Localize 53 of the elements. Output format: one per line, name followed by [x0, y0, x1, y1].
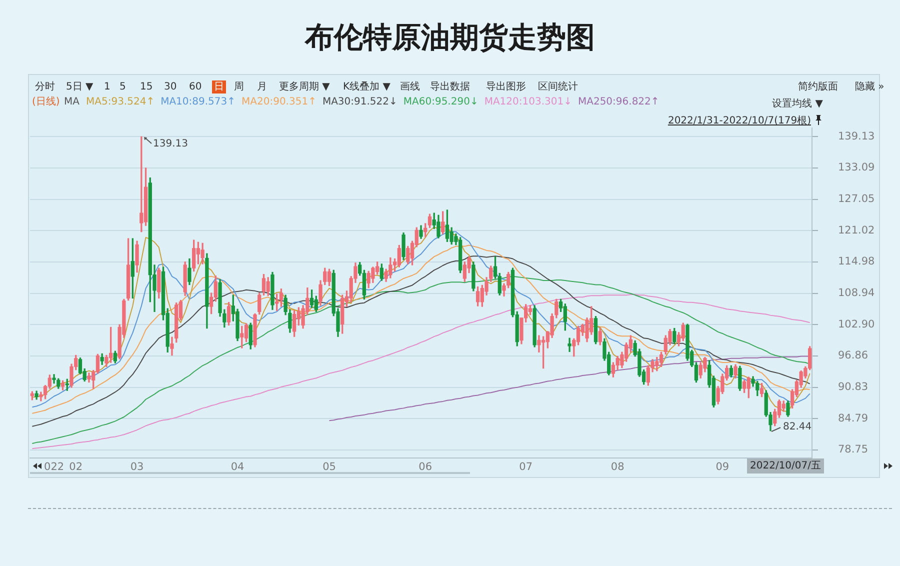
text: 隐藏 »	[855, 80, 884, 94]
text: 分时	[35, 80, 55, 94]
text: 2022/1/31-2022/10/7(179根)	[668, 114, 811, 128]
chart-title: 布伦特原油期货走势图	[304, 19, 596, 56]
x-tick-label: 05	[322, 461, 336, 474]
text: 导出图形	[486, 80, 526, 94]
x-tick-label: 022	[44, 461, 64, 474]
y-tick-label: 102.90	[838, 318, 875, 330]
text: 周	[234, 80, 244, 94]
y-tick-label: 90.83	[838, 381, 868, 394]
annotation: 82.44	[783, 420, 812, 434]
x-tick-label: 03	[130, 461, 144, 474]
y-tick-label: 84.79	[838, 412, 868, 424]
text: 15	[140, 80, 153, 94]
text: 区间统计	[538, 80, 578, 94]
x-tick-label: 06	[418, 461, 432, 474]
text: 日	[212, 80, 226, 94]
text: 简约版面	[798, 80, 838, 94]
text: 导出数据	[430, 80, 470, 94]
text: 60	[189, 80, 202, 94]
text: 30	[164, 80, 177, 94]
candlestick	[568, 338, 572, 352]
text: (日线)	[32, 95, 60, 108]
text: MA250:96.822↑	[578, 95, 660, 108]
y-tick-label: 108.94	[838, 287, 876, 300]
text: MA120:103.301↓	[484, 95, 572, 108]
x-tick-label: 07	[519, 461, 533, 474]
text: 设置均线 ▼	[772, 98, 823, 110]
text: MA30:91.522↓	[322, 95, 398, 108]
text: MA	[64, 95, 80, 108]
annotation: 139.13	[153, 138, 188, 150]
y-tick-label: 127.05	[838, 193, 875, 206]
text: MA5:93.524↑	[86, 95, 155, 108]
x-tick-label: 09	[716, 461, 730, 474]
text: 2022/10/07/五	[747, 458, 824, 474]
y-tick-label: 96.86	[838, 350, 868, 362]
x-tick-label: 02	[69, 461, 83, 474]
x-tick-label: 04	[230, 461, 245, 474]
text: MA20:90.351↑	[242, 95, 316, 108]
text: 1 5	[104, 80, 126, 94]
text: 画线	[400, 80, 420, 94]
text: MA10:89.573↑	[160, 95, 236, 108]
text: 月	[257, 80, 267, 94]
y-tick-label: 114.98	[838, 256, 875, 268]
text: 5日 ▼	[66, 80, 94, 94]
y-tick-label: 133.09	[838, 162, 875, 174]
text: MA60:95.290↓	[403, 95, 478, 108]
text: K线叠加 ▼	[343, 80, 390, 94]
y-tick-label: 78.75	[838, 444, 868, 456]
text: 更多周期 ▼	[279, 80, 330, 94]
x-tick-label: 08	[610, 461, 624, 474]
y-tick-label: 139.13	[838, 130, 875, 142]
y-tick-label: 121.02	[838, 224, 875, 236]
